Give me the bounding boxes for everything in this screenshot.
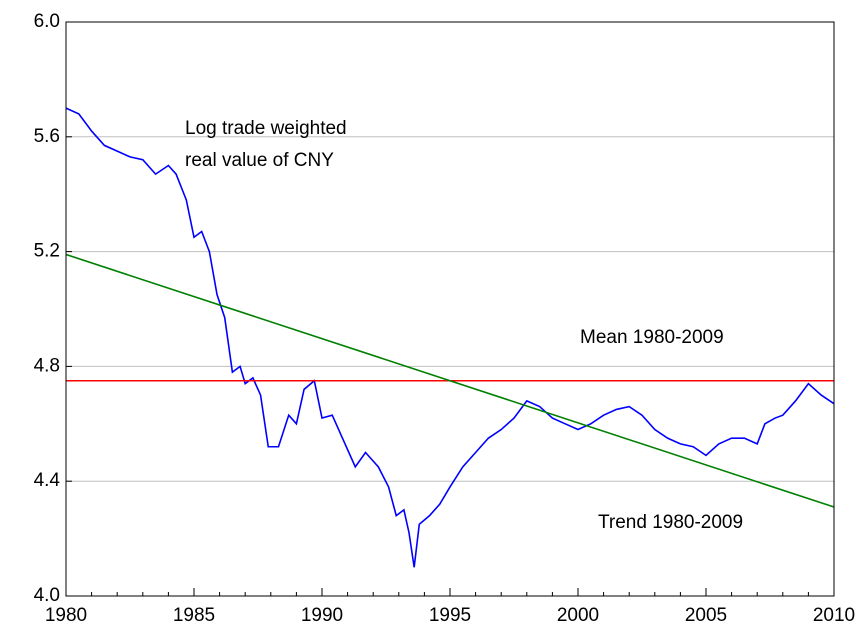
x-tick-label: 2010 <box>813 605 855 626</box>
series-line <box>65 107 835 568</box>
annotation: Log trade weighted <box>185 118 347 139</box>
y-tick-label: 5.6 <box>34 126 60 147</box>
series-line <box>65 253 835 508</box>
y-tick-label: 5.2 <box>34 241 60 262</box>
x-tick-label: 2005 <box>685 605 727 626</box>
x-tick-label: 2000 <box>557 605 599 626</box>
y-tick-label: 4.8 <box>34 355 60 376</box>
x-tick-label: 1985 <box>173 605 215 626</box>
annotation: Mean 1980-2009 <box>580 327 724 348</box>
y-tick-label: 6.0 <box>34 11 60 32</box>
annotation: Trend 1980-2009 <box>598 512 743 533</box>
x-tick-label: 1980 <box>45 605 87 626</box>
plot-frame <box>65 21 835 597</box>
x-tick-label: 1995 <box>429 605 471 626</box>
x-tick-label: 1990 <box>301 605 343 626</box>
y-tick-label: 4.4 <box>34 470 61 491</box>
y-tick-label: 4.0 <box>34 585 60 606</box>
annotation: real value of CNY <box>185 150 334 171</box>
